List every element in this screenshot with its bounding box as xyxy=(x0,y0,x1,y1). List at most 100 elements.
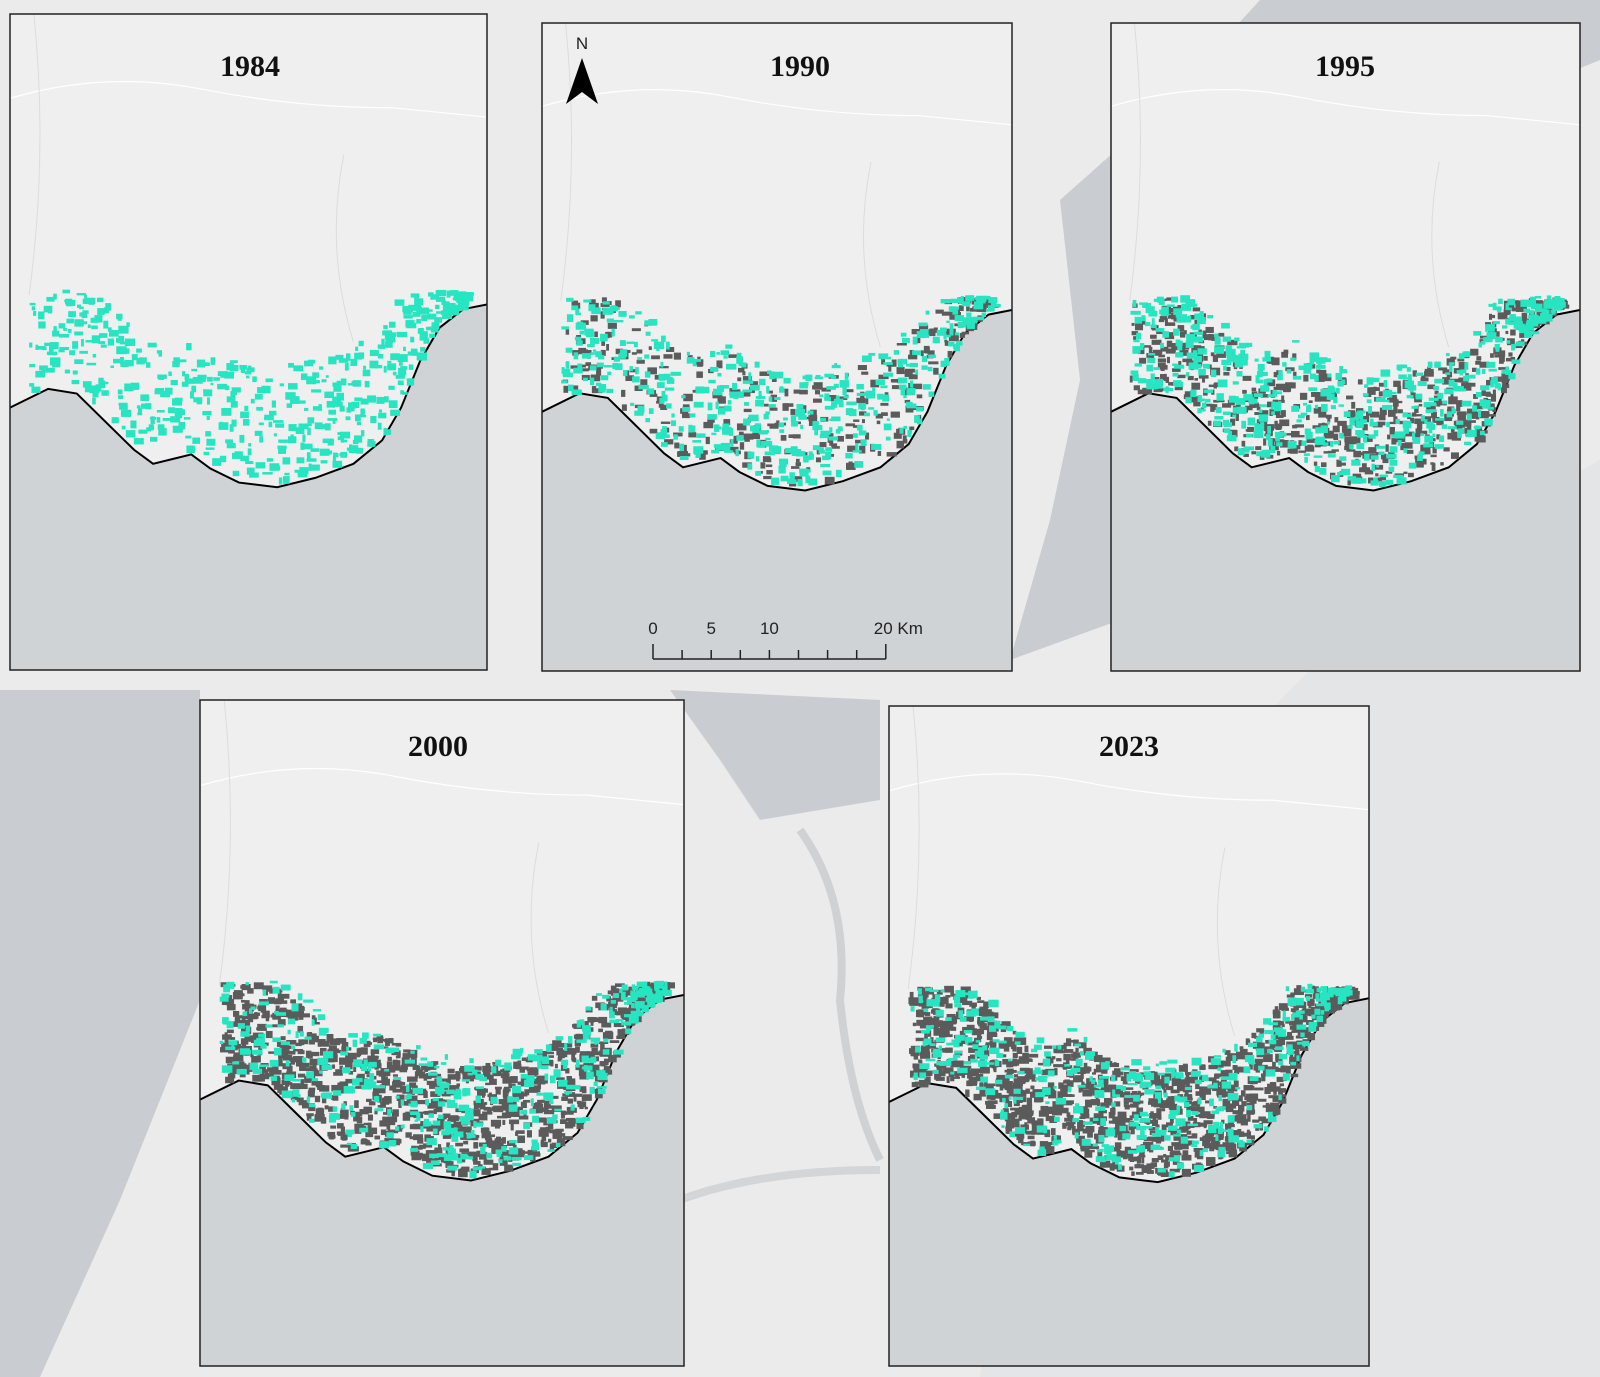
patch xyxy=(688,424,693,433)
patch xyxy=(510,1123,514,1131)
patch xyxy=(385,340,393,348)
patch xyxy=(307,427,311,436)
patch xyxy=(1146,353,1153,358)
patch xyxy=(935,1076,945,1081)
patch xyxy=(983,1026,989,1031)
patch xyxy=(708,379,716,384)
patch xyxy=(1215,406,1222,413)
patch xyxy=(193,397,203,403)
patch xyxy=(369,360,379,369)
patch xyxy=(758,390,762,398)
patch xyxy=(172,425,183,433)
patch xyxy=(1492,302,1497,311)
patch xyxy=(742,376,752,384)
patch xyxy=(758,430,768,435)
patch xyxy=(158,350,163,357)
patch xyxy=(1167,304,1175,307)
patch xyxy=(955,1074,959,1079)
patch xyxy=(387,1056,392,1062)
patch xyxy=(263,1010,268,1018)
patch xyxy=(612,1011,623,1015)
patch xyxy=(967,1070,973,1079)
patch xyxy=(574,1040,582,1047)
patch xyxy=(868,352,876,356)
road xyxy=(200,769,684,805)
patch xyxy=(1269,1082,1277,1090)
patch xyxy=(511,1085,522,1094)
patch xyxy=(1424,435,1434,443)
patch xyxy=(441,1091,451,1097)
patch xyxy=(1161,1124,1167,1132)
patch xyxy=(486,1131,491,1137)
patch xyxy=(1529,310,1535,315)
road xyxy=(10,81,487,117)
patch xyxy=(1485,322,1492,326)
patch xyxy=(1272,1061,1276,1069)
patch xyxy=(397,1124,404,1130)
patch xyxy=(1181,1154,1192,1161)
patch xyxy=(324,391,334,399)
patch xyxy=(583,1063,594,1068)
patch xyxy=(1482,399,1491,407)
patch xyxy=(374,1108,384,1112)
patch xyxy=(154,389,164,395)
patch xyxy=(661,390,666,398)
patch xyxy=(729,446,739,453)
patch xyxy=(1498,298,1503,305)
patch xyxy=(799,382,808,389)
patch xyxy=(1306,414,1310,421)
patch xyxy=(1351,459,1361,466)
patch xyxy=(124,359,134,367)
patch xyxy=(748,414,759,422)
patch xyxy=(1200,398,1205,402)
patch xyxy=(1421,451,1431,455)
patch xyxy=(475,1100,481,1108)
patch xyxy=(1370,455,1379,460)
patch xyxy=(311,389,322,393)
patch xyxy=(239,1015,250,1019)
patch xyxy=(240,999,246,1003)
patch xyxy=(516,1064,522,1070)
patch xyxy=(363,1078,374,1086)
patch xyxy=(366,1127,378,1135)
patch xyxy=(1383,379,1388,388)
patch xyxy=(1012,1043,1017,1052)
patch xyxy=(1475,411,1480,420)
patch xyxy=(248,1008,253,1014)
patch xyxy=(273,433,277,437)
sea xyxy=(542,309,1012,671)
patch xyxy=(791,466,800,469)
patch xyxy=(1211,1078,1217,1087)
patch xyxy=(202,410,212,416)
patch xyxy=(1314,395,1321,402)
patch xyxy=(1441,424,1448,429)
patch xyxy=(118,395,124,399)
patch xyxy=(1269,408,1273,416)
patch xyxy=(612,995,624,1002)
patch xyxy=(444,1054,449,1060)
patch xyxy=(225,1056,235,1064)
patch xyxy=(1053,1064,1064,1068)
patch xyxy=(769,371,775,380)
patch xyxy=(460,1153,468,1160)
patch xyxy=(1234,1071,1240,1075)
patch xyxy=(51,362,56,366)
patch xyxy=(416,1112,421,1121)
patch xyxy=(983,1001,989,1008)
patch xyxy=(1321,404,1328,412)
patch xyxy=(620,1013,624,1018)
patch xyxy=(1218,332,1225,337)
patch xyxy=(1199,1115,1208,1119)
patch xyxy=(658,373,665,381)
road xyxy=(542,90,1012,125)
patch xyxy=(178,359,187,363)
patch xyxy=(446,1142,450,1150)
patch xyxy=(565,1068,570,1074)
patch xyxy=(278,1053,289,1059)
patch xyxy=(873,410,878,416)
patch xyxy=(740,362,747,368)
patch xyxy=(549,1075,556,1084)
patch xyxy=(1428,397,1439,401)
patch xyxy=(1129,1069,1139,1073)
patch xyxy=(619,988,623,994)
